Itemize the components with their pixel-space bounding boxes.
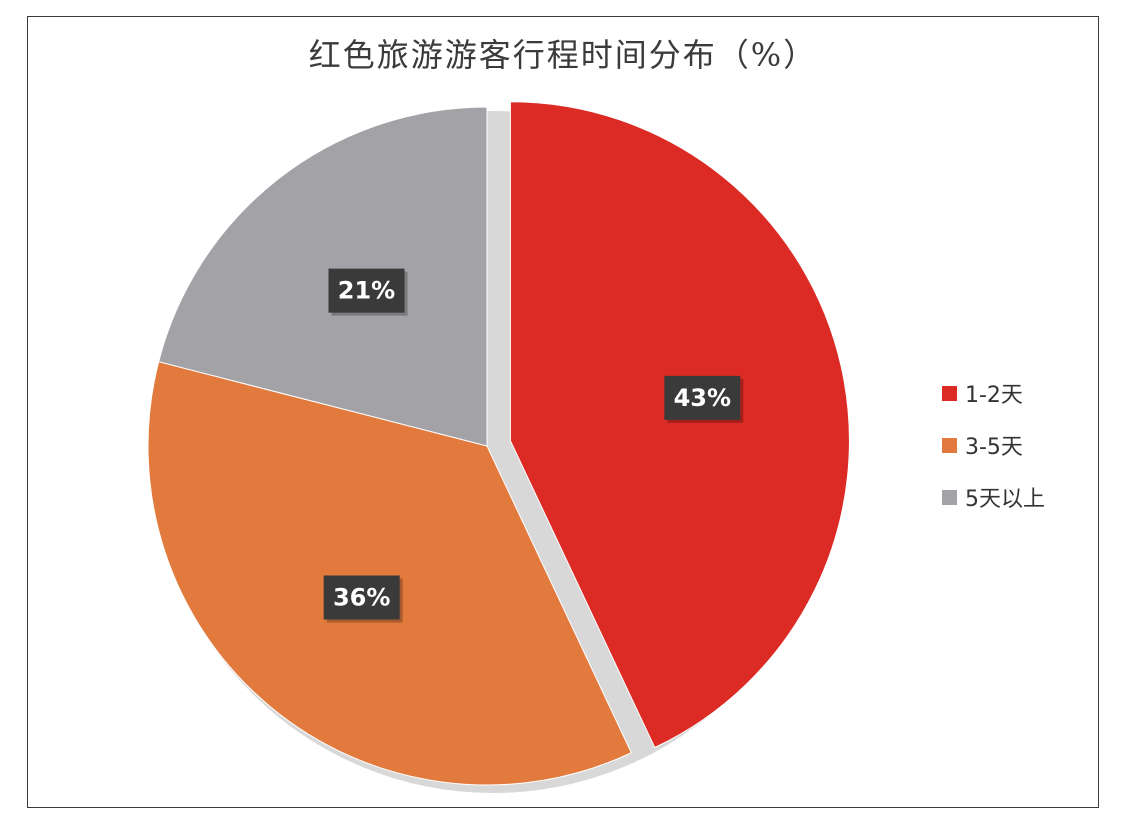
data-label-text: 21% <box>338 277 395 305</box>
chart-title: 红色旅游游客行程时间分布（%） <box>308 36 818 74</box>
legend: 1-2天 3-5天 5天以上 <box>942 380 1045 536</box>
legend-item-1-2-days: 1-2天 <box>942 380 1045 408</box>
pie-slice-3-5-days <box>147 361 633 786</box>
legend-swatch <box>942 437 957 453</box>
legend-swatch <box>942 489 957 505</box>
data-label-box <box>323 575 400 620</box>
pie-slices <box>147 101 850 786</box>
data-label-5-plus-days: 21% <box>328 268 408 316</box>
data-label-text: 43% <box>674 384 731 412</box>
data-label-1-2-days: 43% <box>664 375 744 423</box>
pie-slice-1-2-days <box>509 101 850 749</box>
legend-label: 1-2天 <box>965 383 1023 408</box>
legend-item-5-plus-days: 5天以上 <box>942 484 1045 512</box>
legend-label: 5天以上 <box>965 487 1045 512</box>
legend-item-3-5-days: 3-5天 <box>942 432 1045 460</box>
pie-data-labels: 43% 36% 21% <box>323 268 744 623</box>
data-label-box <box>664 375 741 420</box>
data-label-text: 36% <box>333 583 390 611</box>
data-label-3-5-days: 36% <box>323 575 403 623</box>
legend-swatch <box>942 385 957 401</box>
data-label-box <box>328 268 405 313</box>
pie-slice-5-plus-days <box>158 106 488 447</box>
legend-label: 3-5天 <box>965 435 1023 460</box>
